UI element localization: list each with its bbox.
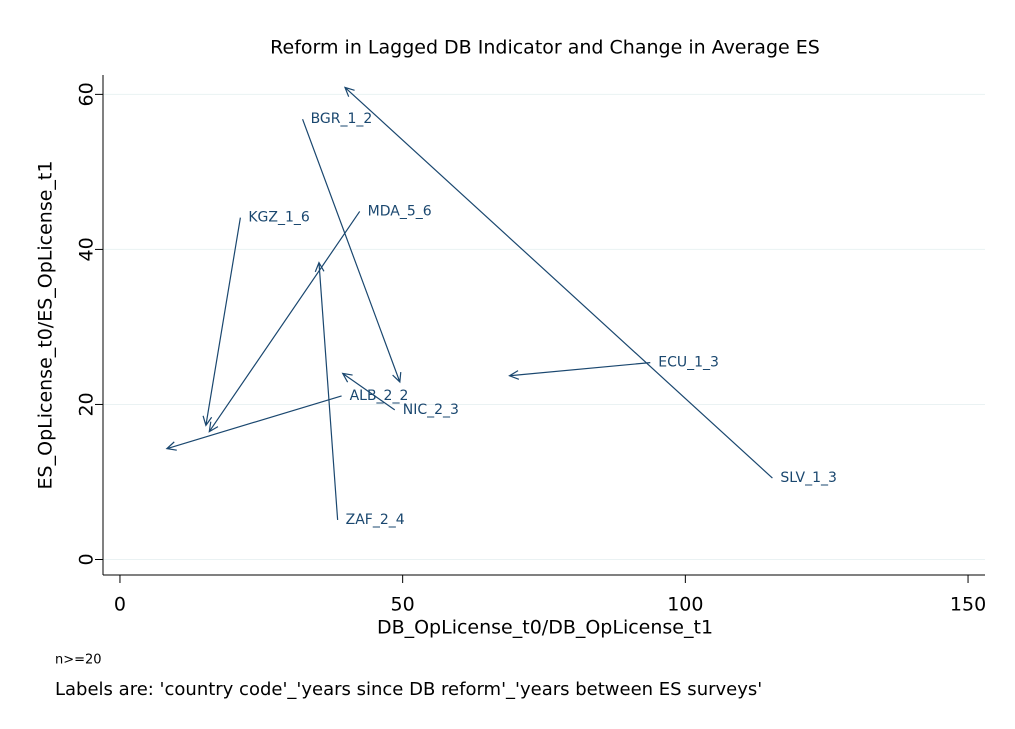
arrow [165, 395, 342, 451]
point-label: ECU_1_3 [658, 355, 719, 371]
point-label: SLV_1_3 [780, 470, 837, 486]
arrow [343, 86, 773, 479]
point-label: BGR_1_2 [311, 111, 373, 127]
y-tick-label: 0 [76, 553, 98, 565]
arrow [508, 361, 651, 380]
x-tick-label: 100 [667, 594, 703, 616]
point-label: MDA_5_6 [368, 203, 432, 219]
point-label: NIC_2_3 [403, 402, 459, 418]
arrow [314, 261, 339, 521]
x-tick-label: 150 [950, 594, 986, 616]
chart-title: Reform in Lagged DB Indicator and Change… [270, 37, 820, 59]
note: Labels are: 'country code'_'years since … [55, 679, 762, 700]
y-tick-label: 40 [76, 237, 98, 261]
x-tick-label: 0 [114, 594, 126, 616]
y-tick-label: 60 [76, 82, 98, 106]
y-axis-label: ES_OpLicense_t0/ES_OpLicense_t1 [35, 161, 57, 490]
point-label: KGZ_1_6 [248, 210, 310, 226]
arrow [202, 217, 241, 427]
x-tick-label: 50 [391, 594, 415, 616]
x-axis-label: DB_OpLicense_t0/DB_OpLicense_t1 [377, 617, 713, 639]
point-label: ZAF_2_4 [346, 512, 405, 528]
arrow [341, 372, 396, 411]
arrow [302, 118, 402, 384]
arrow [208, 211, 361, 433]
note: n>=20 [55, 653, 102, 668]
y-tick-label: 20 [76, 392, 98, 416]
point-label: ALB_2_2 [350, 388, 409, 404]
